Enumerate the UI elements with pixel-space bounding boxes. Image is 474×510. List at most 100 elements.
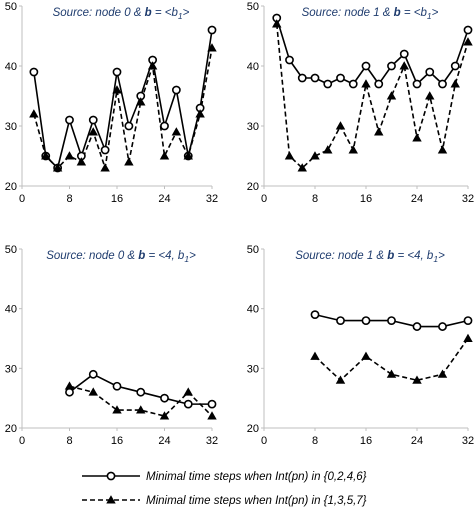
triangle-marker — [52, 163, 63, 172]
triangle-marker — [64, 381, 75, 390]
circle-marker — [463, 316, 473, 325]
y-tick-label: 30 — [247, 363, 259, 375]
triangle-marker — [412, 133, 422, 142]
circle-marker — [136, 387, 146, 397]
circle-marker — [425, 67, 435, 77]
circle-marker — [387, 316, 396, 325]
circle-marker — [112, 67, 122, 77]
y-tick-label: 40 — [5, 304, 17, 316]
legend: Minimal time steps when Int(pn) in {0,2,… — [82, 471, 367, 507]
triangle-marker — [136, 97, 146, 106]
panel-title-part: > — [438, 250, 445, 262]
panel-title: Source: node 1 & b = <4, b1> — [295, 250, 445, 264]
legend-triangle-marker — [106, 495, 116, 504]
circle-marker — [310, 310, 320, 320]
y-tick-label: 40 — [247, 61, 259, 73]
panel-1: 20 30 40 50 0 8 16 24 32 Source: node 1 & b = <b1… — [247, 1, 474, 205]
y-tick-label: 50 — [5, 244, 17, 256]
panel-title-part: > — [183, 7, 190, 19]
panel-title-part: = <b — [152, 7, 179, 19]
y-tick-label: 20 — [5, 181, 17, 193]
y-tick-label: 20 — [247, 181, 259, 193]
circle-marker — [88, 369, 98, 379]
panel-title-part: b — [145, 7, 152, 19]
circle-marker — [65, 115, 74, 125]
circle-marker — [285, 55, 294, 65]
triangle-marker — [399, 61, 409, 70]
triangle-marker — [100, 163, 110, 172]
circle-marker — [336, 316, 345, 325]
triangle-marker — [310, 351, 320, 360]
triangle-marker — [310, 151, 320, 160]
panel-title-part: 1 — [184, 254, 189, 264]
panel-title-part: > — [189, 250, 196, 262]
circle-marker — [412, 322, 422, 331]
panel-title-part: b — [394, 7, 401, 19]
circle-marker — [183, 399, 193, 409]
series-solid-line — [275, 17, 469, 85]
x-tick-label: 16 — [360, 193, 372, 205]
circle-marker — [361, 316, 371, 325]
circle-marker — [374, 79, 384, 89]
x-tick-label: 24 — [411, 435, 423, 447]
triangle-marker — [183, 387, 193, 396]
y-tick-label: 20 — [5, 423, 17, 435]
panel-title-part: Source: node 0 & — [53, 7, 145, 19]
circle-marker — [387, 61, 396, 71]
triangle-marker — [159, 151, 170, 160]
panel-title-part: Source: node 1 & — [302, 7, 394, 19]
triangle-marker — [386, 369, 397, 378]
panel-title-part: b — [387, 250, 394, 262]
circle-marker — [361, 61, 371, 71]
triangle-marker — [463, 37, 473, 46]
triangle-marker — [386, 91, 397, 100]
y-tick-label: 40 — [5, 61, 17, 73]
circle-marker — [348, 79, 358, 89]
triangle-marker — [450, 79, 460, 88]
legend-label: Minimal time steps when Int(pn) in {1,3,… — [146, 495, 367, 507]
triangle-marker — [207, 43, 217, 52]
triangle-marker — [41, 151, 51, 160]
panel-title: Source: node 0 & b = <4, b1> — [46, 250, 196, 264]
triangle-marker — [159, 411, 170, 420]
triangle-marker — [64, 151, 75, 160]
legend-label: Minimal time steps when Int(pn) in {0,2,… — [146, 471, 367, 483]
circle-marker — [463, 25, 473, 35]
circle-marker — [88, 115, 98, 125]
panel-title-part: 1 — [427, 11, 432, 21]
panel-title-part: > — [432, 7, 439, 19]
triangle-marker — [297, 163, 307, 172]
triangle-marker — [335, 375, 346, 384]
x-tick-label: 32 — [462, 193, 474, 205]
circle-marker — [100, 145, 110, 155]
panel-title-part: = <4, b — [145, 250, 185, 262]
triangle-marker — [76, 157, 87, 166]
triangle-marker — [124, 157, 134, 166]
triangle-marker — [147, 61, 158, 70]
panel-3: 20 30 40 50 0 8 16 24 32 Source: node 1 & b = <4,… — [247, 244, 474, 447]
panel-title-part: = <b — [401, 7, 428, 19]
circle-marker — [207, 399, 217, 409]
circle-marker — [29, 67, 39, 77]
circle-marker — [438, 322, 447, 331]
circle-marker — [171, 85, 181, 95]
panel-title-part: Source: node 0 & — [46, 250, 138, 262]
y-tick-label: 30 — [5, 121, 17, 133]
panel-2: 20 30 40 50 0 8 16 24 32 Source: node 0 & b = <4,… — [5, 244, 218, 447]
triangle-marker — [112, 85, 122, 94]
x-tick-label: 24 — [411, 193, 423, 205]
triangle-marker — [112, 405, 122, 414]
triangle-marker — [183, 151, 193, 160]
y-tick-label: 30 — [247, 121, 259, 133]
panel-title-part: 1 — [178, 11, 183, 21]
triangle-marker — [195, 109, 205, 118]
y-tick-label: 30 — [5, 363, 17, 375]
series-dashed-line — [33, 47, 213, 169]
x-tick-label: 8 — [312, 435, 318, 447]
triangle-marker — [374, 127, 384, 136]
circle-marker — [124, 121, 134, 131]
triangle-marker — [437, 369, 448, 378]
circle-marker — [412, 79, 422, 89]
panel-title: Source: node 0 & b = <b1> — [53, 7, 190, 21]
